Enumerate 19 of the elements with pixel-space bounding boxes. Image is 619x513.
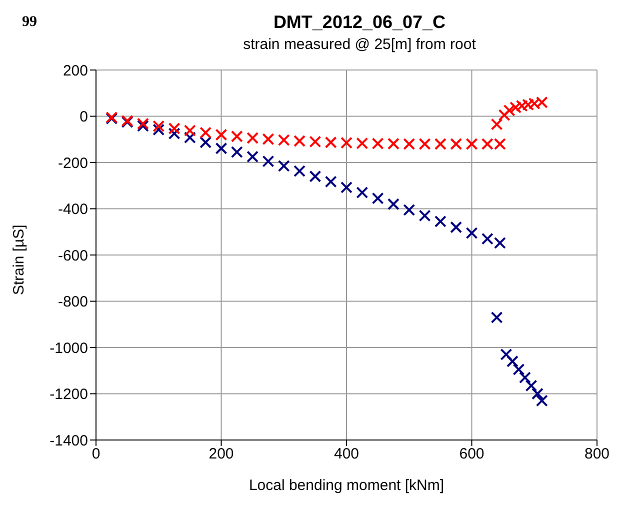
x-tick-label: 200 bbox=[208, 446, 234, 463]
y-tick-label: -200 bbox=[58, 154, 88, 172]
y-tick-label: -1000 bbox=[50, 340, 88, 357]
y-tick-label: -1200 bbox=[50, 386, 88, 404]
y-axis-title: Strain [µS] bbox=[10, 224, 28, 295]
y-tick-label: -800 bbox=[58, 294, 88, 311]
x-tick-label: 0 bbox=[92, 446, 100, 463]
y-tick-label: -600 bbox=[58, 247, 88, 264]
y-tick-label: 200 bbox=[62, 62, 88, 80]
y-tick-label: -1400 bbox=[50, 432, 88, 450]
y-tick-label: -400 bbox=[58, 201, 88, 218]
text: 99 bbox=[22, 14, 37, 31]
chart-subtitle: strain measured @ 25[m] from root bbox=[242, 36, 477, 53]
x-tick-label: 400 bbox=[334, 446, 360, 463]
chart-title: DMT_2012_06_07_C bbox=[272, 12, 447, 33]
x-axis-title: Local bending moment [kNm] bbox=[248, 477, 444, 494]
y-tick-label: 0 bbox=[80, 108, 88, 126]
x-tick-label: 600 bbox=[459, 446, 484, 463]
x-tick-label: 800 bbox=[584, 446, 610, 463]
